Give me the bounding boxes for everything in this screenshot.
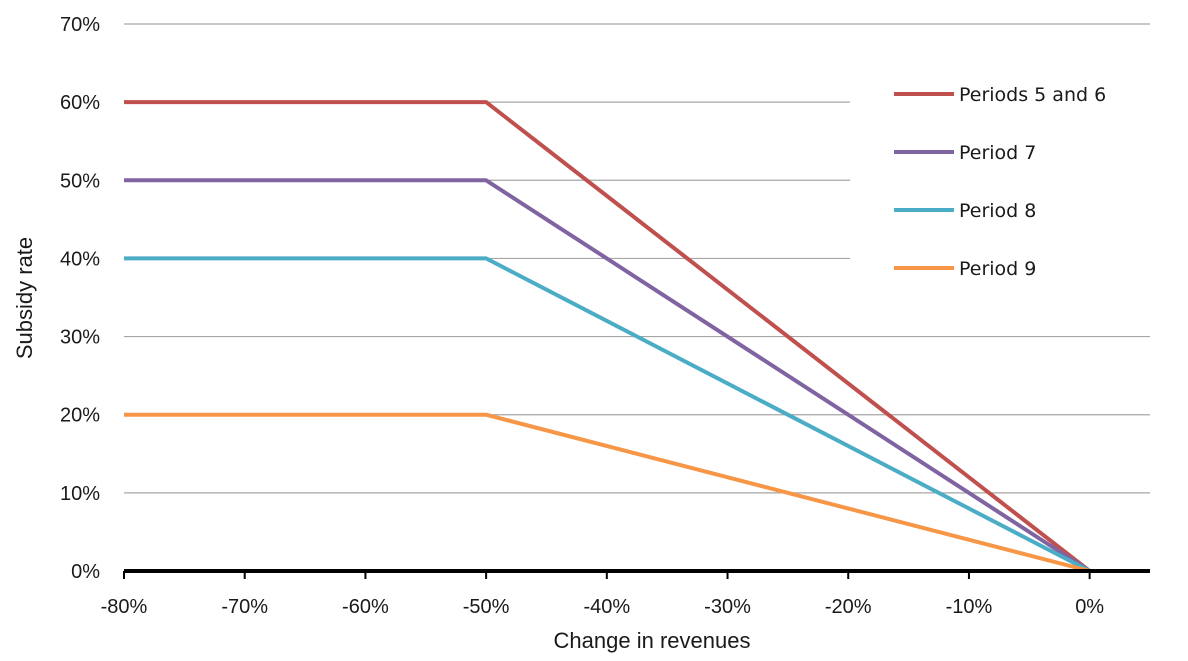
legend-label-2: Period 8 — [959, 200, 1036, 222]
legend-label-1: Period 7 — [959, 142, 1036, 164]
legend-label-0: Periods 5 and 6 — [959, 84, 1106, 106]
y-tick-label-4: 40% — [60, 248, 100, 270]
y-tick-label-7: 70% — [60, 14, 100, 36]
y-tick-label-3: 30% — [60, 327, 100, 349]
legend-background — [850, 62, 1152, 298]
legend: Periods 5 and 6 Period 7 Period 8 Period 9 — [850, 62, 1152, 298]
x-tick-label-4: -40% — [583, 596, 630, 618]
x-tick-label-5: -30% — [704, 596, 751, 618]
x-tick-label-1: -70% — [221, 596, 268, 618]
y-tick-label-1: 10% — [60, 483, 100, 505]
axes — [123, 569, 1150, 579]
y-tick-label-5: 50% — [60, 170, 100, 192]
x-axis-title: Change in revenues — [554, 628, 751, 653]
x-tick-label-8: 0% — [1075, 596, 1104, 618]
x-tick-label-0: -80% — [101, 596, 148, 618]
y-tick-label-6: 60% — [60, 92, 100, 114]
x-tick-label-3: -50% — [463, 596, 510, 618]
y-axis-title: Subsidy rate — [12, 237, 37, 359]
y-tick-label-0: 0% — [71, 561, 100, 583]
x-tick-label-7: -10% — [946, 596, 993, 618]
x-tick-label-2: -60% — [342, 596, 389, 618]
y-tick-label-2: 20% — [60, 405, 100, 427]
y-tick-labels: 0% 10% 20% 30% 40% 50% 60% 70% — [60, 14, 100, 583]
legend-label-3: Period 9 — [959, 258, 1036, 280]
x-tick-labels: -80% -70% -60% -50% -40% -30% -20% -10% 0% — [101, 596, 1105, 618]
x-tick-label-6: -20% — [825, 596, 872, 618]
